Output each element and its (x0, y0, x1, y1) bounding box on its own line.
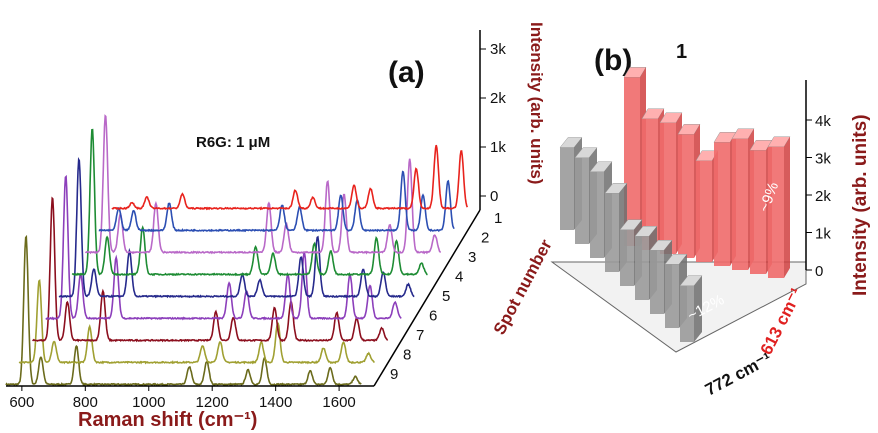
spectrum-spot-2 (98, 170, 455, 233)
y-axis-title-a: Intensity (arb. units) (527, 22, 546, 184)
bar-772-5-front (620, 229, 634, 286)
bar-613-7-front (732, 138, 748, 270)
spectrum-spot-4 (71, 128, 428, 277)
bar-772-2-front (575, 157, 589, 244)
spectrum-spot-1 (111, 144, 469, 211)
bar-613-1-front (624, 77, 640, 246)
depth-axis-line (373, 209, 481, 387)
spot-tick-label: 2 (481, 230, 489, 247)
x-tick-label: 1200 (196, 394, 229, 411)
bar-613-2-front (642, 118, 658, 250)
panel-b: (b) 0 1k 2k 3k 4k Intensity (arb. units) 772… (550, 41, 871, 400)
spectrum-spot-6 (45, 174, 402, 321)
x-axis-title: Raman shift (cm⁻¹) (78, 409, 257, 431)
category-772: 772 cm⁻¹ (702, 349, 775, 400)
bar-772-9-front (680, 285, 694, 342)
spectrum-spot-7 (32, 196, 389, 343)
panel-a: (a) R6G: 1 μM 600 800 1000 1200 1400 1600 Ram… (5, 22, 556, 431)
bar-613-8-front (750, 150, 766, 274)
x-ticks: 600 800 1000 1200 1400 1600 (9, 386, 356, 411)
bar-772-6-front (635, 236, 649, 300)
y-tick-label-a: 3k (490, 41, 506, 58)
y-tick-label-a: 0 (490, 188, 498, 205)
x-tick-label: 600 (9, 394, 34, 411)
spot-tick-label: 6 (429, 308, 437, 325)
y-tick-label-b: 0 (815, 263, 823, 280)
y-tick-label-b: 4k (815, 113, 831, 130)
spot-tick-label: 8 (403, 347, 411, 364)
bar-613-9-side (784, 136, 790, 278)
spot-tick-label: 1 (494, 210, 502, 227)
spectrum-spot-9 (5, 234, 362, 387)
bar-772-1-front (560, 147, 574, 230)
bar-613-3-front (660, 122, 676, 254)
x-tick-label: 800 (73, 394, 98, 411)
y-axis-title-b: Intensity (arb. units) (850, 114, 871, 296)
spot-tick-label: 7 (416, 327, 424, 344)
panel-b-label: (b) (594, 44, 632, 77)
bar-772-8-front (665, 264, 679, 328)
y-ticks-b: 0 1k 2k 3k 4k (806, 113, 831, 280)
spot-tick-label: 9 (390, 366, 398, 383)
spectrum-spot-5 (58, 156, 415, 299)
bar-772-9-side (694, 275, 702, 342)
bar-613-4-front (678, 134, 694, 258)
bar-772-4-front (605, 193, 619, 272)
spectrum-spot-8 (18, 278, 375, 365)
spot-tick-label: 5 (442, 288, 450, 305)
spot-tick-label: 3 (468, 249, 476, 266)
bar-613-5-front (696, 160, 712, 262)
y-tick-label-b: 1k (815, 226, 831, 243)
x-tick-label: 1000 (132, 394, 165, 411)
bar-613-6-front (714, 142, 730, 266)
spectra-traces (5, 114, 469, 387)
top-marker: 1 (676, 41, 687, 63)
x-tick-label: 1400 (259, 394, 292, 411)
y-ticks-a: 0 1k 2k 3k (480, 41, 506, 205)
bar-772-7-front (650, 250, 664, 314)
x-tick-label: 1600 (322, 394, 355, 411)
y-tick-label-a: 2k (490, 90, 506, 107)
bar-613-9-front (768, 146, 784, 278)
spectrum-spot-3 (84, 114, 441, 255)
spot-tick-label: 4 (455, 269, 463, 286)
annotation-r6g: R6G: 1 μM (196, 134, 270, 151)
y-tick-label-a: 1k (490, 139, 506, 156)
spot-axis-title: Spot number (490, 236, 556, 338)
bars (550, 67, 807, 353)
panel-a-label: (a) (388, 56, 425, 89)
y-tick-label-b: 3k (815, 151, 831, 168)
y-tick-label-b: 2k (815, 188, 831, 205)
bar-772-3-front (590, 171, 604, 258)
